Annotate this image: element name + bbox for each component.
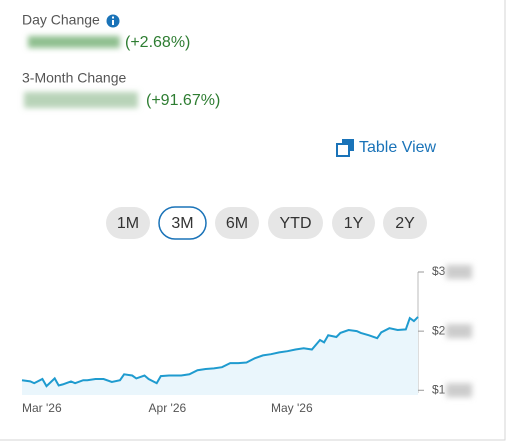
y-tick-label: $2 <box>432 323 446 337</box>
button-bg <box>158 206 207 240</box>
y-tick-label: $1 <box>432 382 446 396</box>
button-label: 1Y <box>344 215 364 232</box>
blurred-tick-value <box>446 324 472 339</box>
x-tick-label: May '26 <box>271 401 313 415</box>
button-label: 1M <box>117 215 139 232</box>
day-change-percent: (+2.68%) <box>125 34 190 51</box>
table-view-link[interactable]: Table View <box>336 139 437 157</box>
button-label: 2Y <box>395 215 415 232</box>
range-button[interactable]: 3M <box>158 206 207 240</box>
day-change-label: Day Change <box>22 12 100 28</box>
range-button[interactable]: 1Y <box>332 207 375 239</box>
button-bg <box>268 207 323 239</box>
three-month-percent: (+91.67%) <box>146 92 220 109</box>
blurred-amount <box>24 92 138 108</box>
area-fill <box>22 316 418 395</box>
blurred-amount <box>28 36 120 48</box>
button-bg <box>383 207 427 239</box>
info-icon[interactable] <box>106 14 120 28</box>
three-month-label: 3-Month Change <box>22 70 127 86</box>
x-tick-label: Mar '26 <box>22 401 62 415</box>
range-button[interactable]: 1M <box>106 207 150 239</box>
range-button[interactable]: 6M <box>215 207 259 239</box>
button-bg <box>106 207 150 239</box>
price-line <box>21 316 419 388</box>
range-button[interactable]: YTD <box>268 207 323 239</box>
blurred-tick-value <box>446 265 472 279</box>
button-label: 3M <box>171 215 193 232</box>
table-view-text: Table View <box>359 139 437 156</box>
button-bg <box>215 207 259 239</box>
button-label: 6M <box>226 215 248 232</box>
range-button[interactable]: 2Y <box>383 207 427 239</box>
button-bg <box>332 207 375 239</box>
y-tick-label: $3 <box>432 264 446 278</box>
button-label: YTD <box>280 215 312 232</box>
blurred-tick-value <box>446 383 472 398</box>
x-tick-label: Apr '26 <box>149 401 187 415</box>
